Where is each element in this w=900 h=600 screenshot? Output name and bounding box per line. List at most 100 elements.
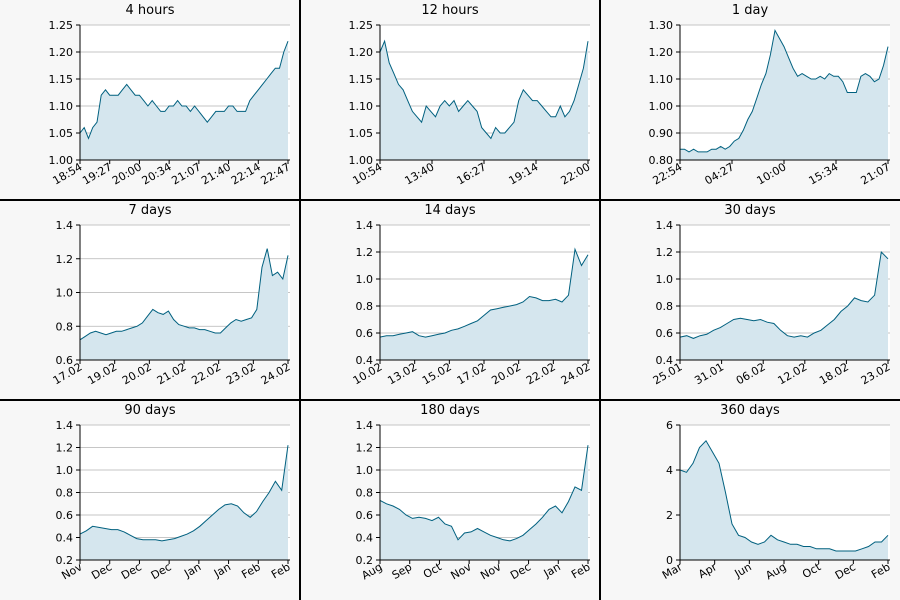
series-area <box>80 41 288 161</box>
y-tick-label: 1.00 <box>349 154 374 167</box>
x-tick-label: 21:07 <box>859 160 893 187</box>
y-tick-label: 1.20 <box>649 46 674 59</box>
y-tick-label: 1.4 <box>356 219 374 232</box>
y-tick-label: 1.15 <box>349 73 374 86</box>
x-tick-label: Dec <box>89 560 114 582</box>
x-tick-label: 17.02 <box>455 360 489 387</box>
y-tick-label: 0.4 <box>656 354 674 367</box>
y-tick-label: 1.05 <box>349 127 374 140</box>
x-tick-label: 31.01 <box>692 360 726 387</box>
series-line <box>679 250 889 339</box>
x-tick-label: 19:27 <box>80 160 114 187</box>
x-tick-label: 22.02 <box>189 360 223 387</box>
x-tick-label: Nov <box>449 560 475 582</box>
y-tick-label: 0 <box>666 554 673 567</box>
y-tick-label: 6 <box>666 419 673 432</box>
x-tick-label: 22.02 <box>524 360 558 387</box>
series-area <box>80 248 288 360</box>
x-tick-label: Dec <box>508 560 533 582</box>
chart-title: 12 hours <box>421 3 479 18</box>
x-tick-label: 22:14 <box>229 160 263 187</box>
x-tick-label: 10:00 <box>755 160 789 187</box>
y-tick-label: 1.30 <box>649 19 674 32</box>
x-tick-label: 23.02 <box>859 360 893 387</box>
x-tick-label: Jan <box>211 560 233 580</box>
y-tick-label: 1.2 <box>56 253 74 266</box>
y-tick-label: 1.10 <box>649 73 674 86</box>
y-tick-label: 1.10 <box>49 100 74 113</box>
chart-svg: 1.001.051.101.151.201.2518:5419:2720:002… <box>49 19 293 187</box>
y-tick-label: 1.25 <box>349 19 374 32</box>
divider <box>599 0 601 600</box>
divider <box>299 0 301 600</box>
chart-title: 30 days <box>724 203 776 218</box>
y-tick-label: 1.2 <box>656 246 674 259</box>
y-tick-label: 0.8 <box>356 487 374 500</box>
y-tick-label: 0.4 <box>356 532 374 545</box>
x-tick-label: Dec <box>833 560 858 582</box>
x-tick-label: 21:07 <box>169 160 203 187</box>
series-line <box>679 439 889 552</box>
chart-svg: 0.40.60.81.01.21.425.01 31.01 06.02 12.02 18… <box>651 219 893 387</box>
x-tick-label: Jun <box>732 560 754 580</box>
series-area <box>680 30 888 161</box>
series-area <box>380 41 588 161</box>
x-tick-label: 04:27 <box>703 160 737 187</box>
x-tick-label: 13:40 <box>403 160 437 187</box>
x-tick-label: Mar <box>660 560 685 582</box>
x-tick-label: Feb <box>269 560 292 581</box>
chart-title: 180 days <box>420 403 480 418</box>
y-tick-label: 0.8 <box>56 320 74 333</box>
x-tick-label: 24.02 <box>259 360 293 387</box>
chart-panel-4h: 1.00 1.05 1.10 1.15 1.20 1.25 18:54 19:27 20:00 2… <box>0 0 300 200</box>
x-tick-label: 21:40 <box>199 160 233 187</box>
y-tick-label: 1.0 <box>356 273 374 286</box>
series-line <box>379 39 589 140</box>
series-area <box>680 252 888 360</box>
series-area <box>380 445 588 560</box>
x-tick-label: Oct <box>800 560 824 581</box>
x-tick-label: 15:34 <box>807 160 841 187</box>
x-tick-label: 19:14 <box>507 160 541 187</box>
x-tick-label: Feb <box>569 560 592 581</box>
y-tick-label: 0.6 <box>356 509 374 522</box>
y-tick-label: 1.10 <box>349 100 374 113</box>
x-tick-label: 20:34 <box>140 160 174 187</box>
y-tick-label: 1.4 <box>356 419 374 432</box>
chart-title: 360 days <box>720 403 780 418</box>
x-tick-label: Jan <box>181 560 203 580</box>
y-tick-label: 0.6 <box>56 354 74 367</box>
y-tick-label: 0.6 <box>356 327 374 340</box>
y-tick-label: 0.8 <box>56 487 74 500</box>
y-tick-label: 4 <box>666 464 673 477</box>
y-tick-label: 1.0 <box>56 287 74 300</box>
x-tick-label: Jan <box>541 560 563 580</box>
chart-title: 7 days <box>128 203 172 218</box>
y-tick-label: 1.00 <box>649 100 674 113</box>
y-tick-label: 0.2 <box>356 554 374 567</box>
series-area <box>80 445 288 560</box>
x-tick-label: 24.02 <box>559 360 593 387</box>
y-tick-label: 2 <box>666 509 673 522</box>
x-tick-label: Dec <box>149 560 174 582</box>
divider <box>0 399 900 401</box>
y-tick-label: 1.0 <box>356 464 374 477</box>
chart-title: 4 hours <box>125 3 175 18</box>
chart-panel-180d: 0.2 0.4 0.6 0.8 1.0 1.2 1.4 Aug Sep Oct Nov Nov Dec J… <box>300 400 600 600</box>
y-tick-label: 1.4 <box>56 219 74 232</box>
y-tick-label: 1.0 <box>56 464 74 477</box>
y-tick-label: 1.20 <box>349 46 374 59</box>
chart-svg: 0.60.81.01.21.417.02 19.02 20.02 21.02 22.02… <box>51 219 293 387</box>
divider <box>0 199 900 201</box>
chart-panel-12h: 1.00 1.05 1.10 1.15 1.20 1.25 10:54 13:40 16:27 1… <box>300 0 600 200</box>
y-tick-label: 0.6 <box>656 327 674 340</box>
chart-panel-14d: 0.4 0.6 0.8 1.0 1.2 1.4 10.02 13.02 15.02 17.02 20… <box>300 200 600 400</box>
x-tick-label: 12.02 <box>776 360 810 387</box>
y-tick-label: 1.0 <box>656 273 674 286</box>
x-tick-label: 19.02 <box>85 360 119 387</box>
chart-panel-7d: 0.6 0.8 1.0 1.2 1.4 17.02 19.02 20.02 21.02 22.02… <box>0 200 300 400</box>
chart-svg: 0 2 4 6 Mar Apr Jun Aug Oct Dec Feb <box>660 419 892 582</box>
